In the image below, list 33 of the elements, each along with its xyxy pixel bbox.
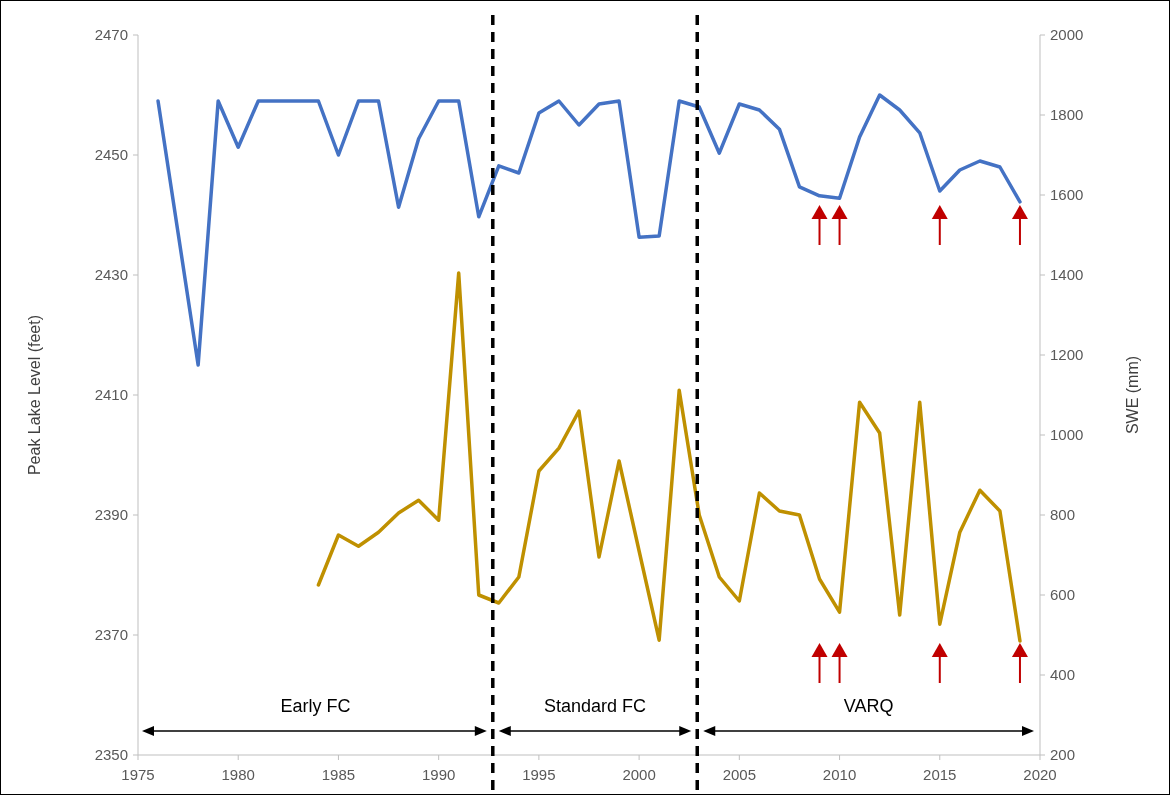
y-tick-label: 2390 [94,506,128,523]
y-tick-label: 2430 [94,266,128,283]
y-tick-label: 2450 [94,146,128,163]
y-tick-label: 2350 [94,746,128,763]
y2-tick-label: 1800 [1050,106,1084,123]
line-series [156,93,1022,367]
annotation: VARQ [843,696,894,716]
x-tick-label: 1995 [522,766,556,783]
x-tick-label: 2020 [1023,766,1057,783]
y-tick-label: 2470 [94,26,128,43]
y2-tick-label: 1400 [1050,266,1084,283]
y-axis-title: Peak Lake Level (feet) [26,314,43,476]
annotation: Early FC [280,696,351,716]
y2-tick-label: 800 [1050,506,1076,523]
y2-tick-label: 1600 [1050,186,1084,203]
y2-axis-title: SWE (mm) [1124,355,1141,435]
y2-tick-label: 2000 [1050,26,1084,43]
x-tick-label: 2000 [622,766,656,783]
x-tick-label: 1980 [221,766,255,783]
annotation: Standard FC [543,696,647,716]
y2-tick-label: 1200 [1050,346,1084,363]
y2-tick-label: 400 [1050,666,1076,683]
y-tick-label: 2370 [94,626,128,643]
x-tick-label: 2010 [822,766,857,783]
x-tick-label: 1975 [121,766,155,783]
y2-tick-label: 200 [1050,746,1076,763]
x-tick-label: 1990 [421,766,456,783]
x-tick-label: 2015 [923,766,957,783]
y-tick-label: 2410 [94,386,128,403]
x-tick-label: 2005 [722,766,757,783]
x-tick-label: 1985 [321,766,356,783]
y2-tick-label: 600 [1050,586,1076,603]
y2-tick-label: 1000 [1050,426,1084,443]
